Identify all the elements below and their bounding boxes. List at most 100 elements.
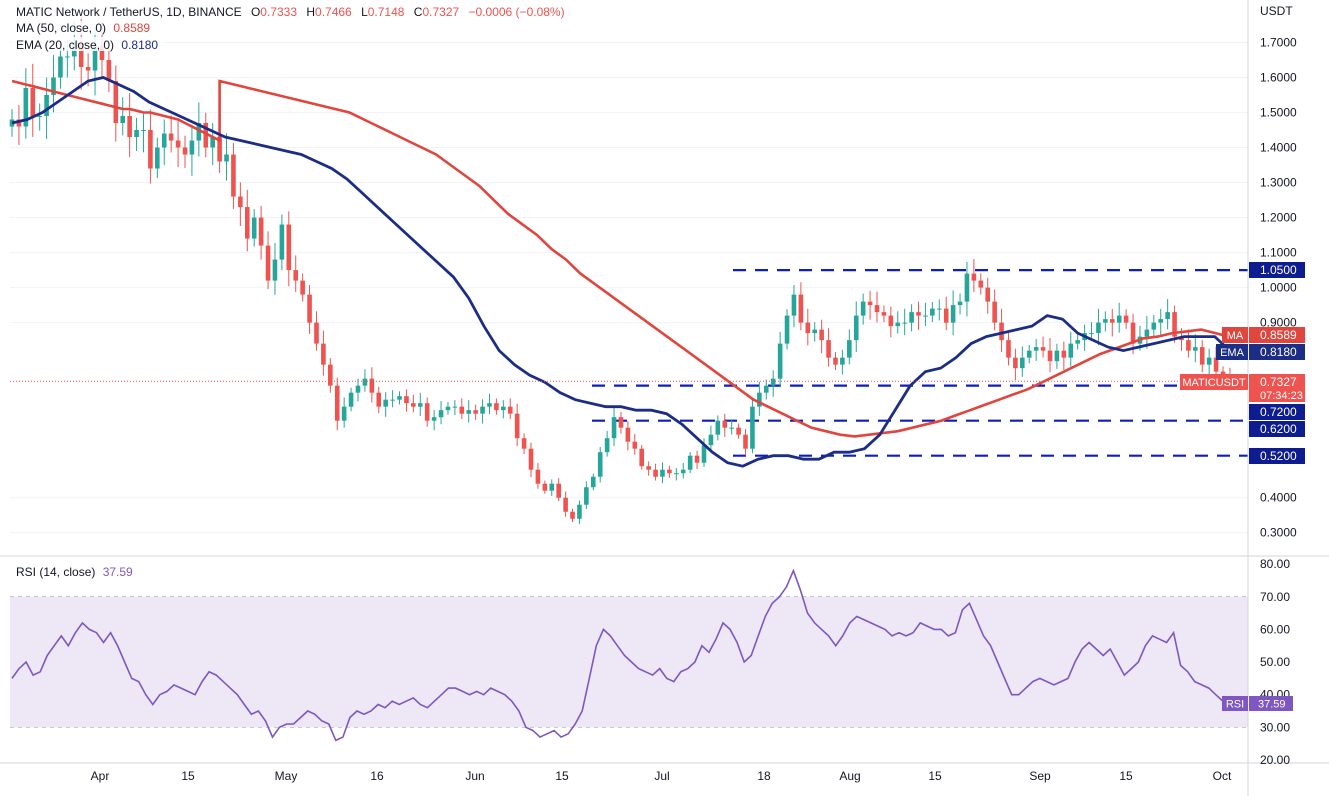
level-tag-label: 0.5200 <box>1260 449 1297 463</box>
level-tag-bg <box>1249 404 1305 420</box>
candle-body <box>909 312 914 323</box>
candle-body <box>833 357 838 365</box>
candle-body <box>9 119 15 127</box>
candle-body <box>1220 371 1226 376</box>
candle-body <box>328 364 333 386</box>
candle-body <box>680 469 686 474</box>
candle-body <box>65 56 70 58</box>
candle-body <box>750 406 755 449</box>
candle-body <box>314 322 319 344</box>
candle-body <box>231 154 236 197</box>
candle-body <box>92 45 98 71</box>
candle-body <box>881 312 887 316</box>
ohlc-change: −0.0006 (−0.08%) <box>469 5 565 19</box>
candle-body <box>964 273 970 302</box>
candle-body <box>1033 347 1039 351</box>
ema20-line <box>11 76 1231 468</box>
ema-tag-value: 0.8180 <box>1260 345 1297 359</box>
rsi-legend[interactable]: RSI (14, close) 37.59 <box>16 565 133 579</box>
candle-body <box>674 473 679 475</box>
candle-body <box>44 94 49 117</box>
symbol-title[interactable]: MATIC Network / TetherUS, 1D, BINANCE <box>16 5 242 19</box>
candle-body <box>1054 350 1060 362</box>
candle-body <box>431 417 437 421</box>
candle-body <box>37 116 42 118</box>
candle-body <box>466 410 472 414</box>
candle-body <box>625 427 631 442</box>
candle-body <box>577 504 582 519</box>
candle-body <box>251 217 257 239</box>
candle-body <box>196 123 202 141</box>
ema-legend-label[interactable]: EMA (20, close, 0) <box>16 38 114 52</box>
candle-body <box>134 130 139 138</box>
candle-body <box>535 469 541 484</box>
ohlc-open-label: O <box>251 5 260 19</box>
rsi-tick-label: 20.00 <box>1260 753 1290 767</box>
svg-text:MA (50, close, 0) 0.8589: MA (50, close, 0) 0.8589 <box>16 21 150 35</box>
ohlc-high: 0.7466 <box>315 5 352 19</box>
candle-body <box>1040 347 1046 351</box>
candle-body <box>936 308 942 310</box>
candle-body <box>923 315 928 317</box>
candle-body <box>521 438 527 449</box>
price-axis-ticks[interactable]: 1.7000 1.6000 1.5000 1.4000 1.3000 1.2000 1.10… <box>1260 35 1297 539</box>
candle-body <box>106 59 112 81</box>
price-tag-label: MATICUSDT <box>1182 377 1246 389</box>
price-tick-label: 1.2000 <box>1260 211 1297 225</box>
candle-body <box>757 392 762 407</box>
time-axis-label: 16 <box>370 769 384 783</box>
candle-body <box>1199 347 1205 365</box>
candle-body <box>1047 350 1053 362</box>
candle-body <box>1068 343 1074 358</box>
rsi-tag-value: 37.59 <box>1258 699 1286 711</box>
candle-body <box>390 399 395 401</box>
ma-legend-label[interactable]: MA (50, close, 0) <box>16 21 106 35</box>
candle-body <box>514 413 520 439</box>
level-tag-label: 1.0500 <box>1260 263 1297 277</box>
time-axis-label: 15 <box>555 769 569 783</box>
price-tick-label: 0.4000 <box>1260 491 1297 505</box>
candle-body <box>847 340 852 358</box>
price-tick-label: 1.5000 <box>1260 106 1297 120</box>
candle-body <box>853 315 859 341</box>
candle-body <box>1116 315 1122 323</box>
candle-body <box>58 56 63 78</box>
candle-body <box>646 466 651 470</box>
level-tag-bg <box>1249 262 1305 278</box>
ema-tag-label-bg <box>1216 344 1248 360</box>
candle-body <box>362 378 368 386</box>
candle-body <box>452 406 458 408</box>
candle-body <box>141 130 146 132</box>
rsi-line <box>11 568 1231 742</box>
price-tick-label: 1.6000 <box>1260 70 1297 84</box>
time-axis-label: Aug <box>839 769 860 783</box>
time-axis-label: 15 <box>181 769 195 783</box>
candle-body <box>701 445 707 463</box>
candle-body <box>127 116 132 138</box>
candle-body <box>224 154 229 162</box>
candle-body <box>487 403 492 407</box>
candle-body <box>78 42 84 67</box>
candle-body <box>376 392 382 407</box>
time-axis-label: Oct <box>1213 769 1232 783</box>
time-axis-labels[interactable]: Apr 15 May 16 Jun 15 Jul 18 Aug 15 Sep 15 Oct <box>91 769 1232 783</box>
candle-body <box>168 133 174 141</box>
candle-body <box>1158 319 1164 323</box>
candle-body <box>1165 312 1170 320</box>
candle-body <box>604 438 610 453</box>
candle-body <box>1075 340 1080 344</box>
candle-body <box>632 441 638 449</box>
candle-body <box>528 448 534 470</box>
candle-body <box>784 315 790 344</box>
candle-body <box>1006 340 1011 358</box>
rsi-tick-label: 60.00 <box>1260 622 1290 636</box>
time-axis-label: May <box>275 769 298 783</box>
price-tick-label: 1.0000 <box>1260 281 1297 295</box>
candle-body <box>660 469 665 477</box>
candle-body <box>113 80 119 124</box>
candle-body <box>888 315 894 327</box>
time-axis-label: 15 <box>928 769 942 783</box>
level-tag-label: 0.6200 <box>1260 422 1297 436</box>
ohlc-close: 0.7327 <box>422 5 459 19</box>
